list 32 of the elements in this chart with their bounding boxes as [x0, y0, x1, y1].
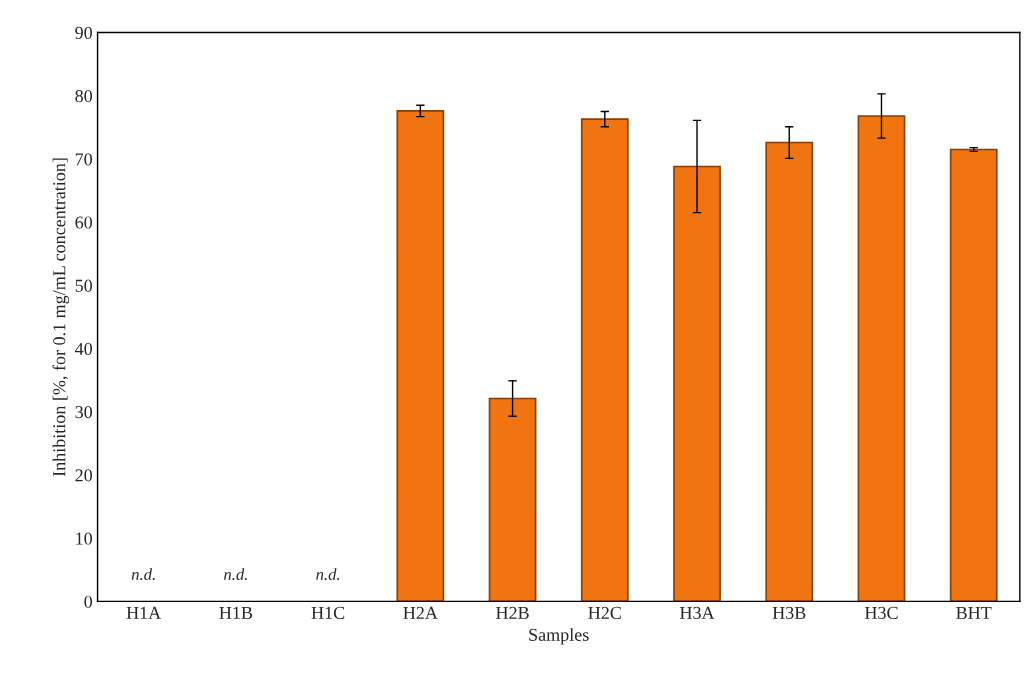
annotation: n.d. — [131, 568, 155, 581]
x-tick-label: H1C — [311, 606, 345, 619]
y-tick-label: 70 — [75, 153, 93, 166]
y-tick-label: 0 — [84, 595, 93, 608]
x-tick-label: H1A — [126, 606, 162, 619]
y-tick-label: 40 — [75, 342, 93, 356]
y-tick-label: 80 — [75, 90, 93, 103]
y-tick-label: 60 — [75, 216, 93, 229]
x-tick-label: H1B — [219, 606, 253, 619]
bar — [857, 115, 906, 602]
x-tick-label: H2A — [403, 606, 438, 619]
bar — [673, 165, 721, 602]
x-tick-label: H3B — [772, 606, 806, 619]
x-tick-label: H2B — [496, 606, 529, 619]
x-axis-title: Samples — [529, 628, 589, 645]
annotation: n.d. — [224, 568, 247, 581]
y-tick-label: 50 — [75, 279, 93, 292]
x-tick-label: BHT — [956, 606, 992, 619]
y-tick-label: 10 — [76, 532, 93, 545]
x-tick-label: H3A — [679, 606, 715, 619]
y-tick-label: 30 — [75, 406, 93, 419]
annotation: n.d. — [316, 568, 340, 581]
y-tick-label: 90 — [75, 26, 93, 39]
x-tick-label: H3C — [864, 606, 898, 619]
bar — [949, 148, 998, 602]
bar — [580, 118, 629, 602]
y-tick-label: 20 — [75, 469, 93, 482]
bar — [765, 141, 814, 602]
y-axis-title: Inhibition [%, for 0.1 mg/mL concentration] — [52, 158, 70, 477]
bar — [396, 110, 445, 602]
bar — [488, 397, 537, 602]
x-tick-label: H2C — [588, 606, 621, 619]
